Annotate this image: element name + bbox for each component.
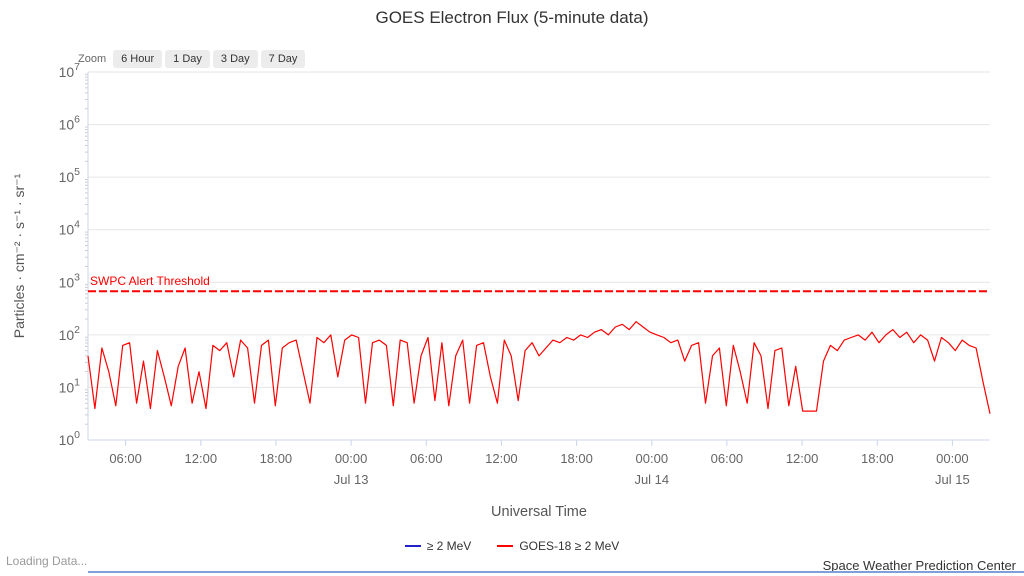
y-tick-label: 107 bbox=[59, 61, 81, 80]
y-tick-label: 100 bbox=[59, 429, 81, 448]
x-tick-label: 18:00 bbox=[260, 451, 293, 466]
x-day-label: Jul 14 bbox=[634, 472, 669, 487]
loading-status: Loading Data... bbox=[6, 554, 88, 568]
zoom-button-1-day[interactable]: 1 Day bbox=[165, 50, 210, 69]
x-tick-label: 06:00 bbox=[410, 451, 443, 466]
y-tick-label: 102 bbox=[59, 324, 81, 343]
legend-item[interactable]: ≥ 2 MeV bbox=[404, 539, 472, 553]
y-tick-label: 104 bbox=[59, 219, 81, 238]
threshold-label: SWPC Alert Threshold bbox=[90, 274, 210, 288]
legend-label: GOES-18 ≥ 2 MeV bbox=[519, 539, 620, 553]
x-tick-label: 18:00 bbox=[560, 451, 593, 466]
range-selector: Zoom 6 Hour 1 Day 3 Day 7 Day bbox=[78, 50, 306, 69]
y-tick-label: 105 bbox=[59, 166, 81, 185]
y-tick-label: 106 bbox=[59, 114, 81, 133]
bottom-accent-line bbox=[88, 571, 1024, 573]
chart-title: GOES Electron Flux (5-minute data) bbox=[375, 8, 649, 27]
zoom-button-3-day[interactable]: 3 Day bbox=[212, 50, 258, 69]
x-tick-label: 06:00 bbox=[711, 451, 744, 466]
zoom-button-7-day[interactable]: 7 Day bbox=[260, 50, 306, 69]
legend-item[interactable]: GOES-18 ≥ 2 MeV bbox=[497, 539, 619, 553]
x-tick-label: 00:00 bbox=[636, 451, 669, 466]
x-axis-title: Universal Time bbox=[491, 504, 587, 520]
zoom-button-6-hour[interactable]: 6 Hour bbox=[113, 50, 163, 69]
x-day-label: Jul 15 bbox=[935, 472, 970, 487]
legend: ≥ 2 MeV GOES-18 ≥ 2 MeV bbox=[0, 539, 1024, 553]
x-tick-label: 12:00 bbox=[185, 451, 218, 466]
legend-label: ≥ 2 MeV bbox=[426, 539, 472, 553]
credit-text: Space Weather Prediction Center bbox=[822, 558, 1016, 573]
y-axis-title: Particles · cm⁻² · s⁻¹ · sr⁻¹ bbox=[11, 173, 27, 338]
y-tick-label: 103 bbox=[59, 271, 81, 290]
range-selector-label: Zoom bbox=[78, 53, 107, 66]
zoom-buttons: 6 Hour 1 Day 3 Day 7 Day bbox=[113, 50, 306, 69]
x-tick-label: 06:00 bbox=[109, 451, 142, 466]
x-tick-label: 12:00 bbox=[485, 451, 518, 466]
x-tick-label: 00:00 bbox=[335, 451, 368, 466]
legend-marker bbox=[404, 545, 421, 547]
legend-marker bbox=[497, 545, 514, 547]
series-line-1 bbox=[87, 321, 991, 414]
x-tick-label: 18:00 bbox=[861, 451, 894, 466]
x-tick-label: 12:00 bbox=[786, 451, 819, 466]
y-tick-label: 101 bbox=[59, 376, 81, 395]
x-tick-label: 00:00 bbox=[936, 451, 969, 466]
chart-svg[interactable]: 100 101 102 103 104 105 106 107 06:00 12:00 18:00 0… bbox=[0, 0, 1024, 532]
x-day-label: Jul 13 bbox=[334, 472, 369, 487]
